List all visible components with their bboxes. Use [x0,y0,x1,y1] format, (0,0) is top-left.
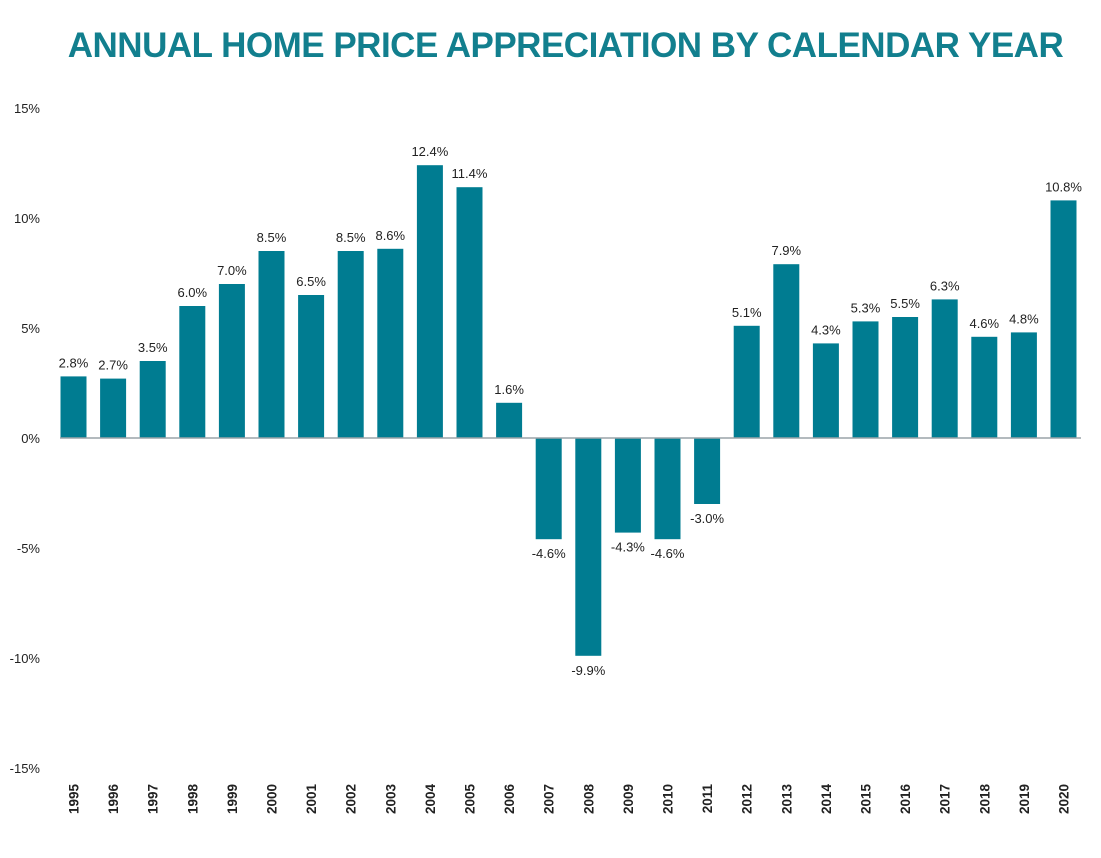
data-label: 6.0% [177,285,207,300]
data-label: -4.6% [532,546,566,561]
x-tick-label: 2007 [542,784,557,814]
x-tick-label: 2017 [938,784,953,814]
data-label: 1.6% [494,382,524,397]
x-tick-label: 2003 [383,784,398,815]
data-label: 7.9% [771,243,801,258]
x-tick-label: 2000 [265,784,280,814]
x-tick-label: 1999 [225,784,240,814]
bar-2006 [496,402,523,438]
x-tick-label: 2011 [700,784,715,814]
x-tick-label: 2004 [423,784,438,815]
data-label: 3.5% [138,340,168,355]
data-label: 10.8% [1045,179,1082,194]
data-label: 6.5% [296,274,326,289]
bar-2012 [733,325,760,438]
x-tick-label: 2015 [859,784,874,815]
bar-2014 [812,343,839,438]
y-tick-label: 5% [21,321,40,336]
bar-2017 [931,299,958,438]
bar-2002 [337,251,364,438]
bar-2007 [535,438,562,540]
data-label: 4.3% [811,322,841,337]
data-label: 2.7% [98,358,128,373]
bar-1995 [60,376,87,438]
bar-2015 [852,321,879,438]
y-tick-label: 10% [14,211,40,226]
y-tick-label: 0% [21,431,40,446]
x-tick-label: 2016 [898,784,913,815]
x-tick-label: 2001 [304,784,319,815]
data-label: 8.5% [336,230,366,245]
bar-2001 [298,295,325,438]
bar-1998 [179,306,206,438]
y-tick-label: 15% [14,101,40,116]
x-tick-label: 2005 [463,784,478,815]
x-tick-label: 2002 [344,784,359,814]
x-tick-label: 2010 [661,784,676,814]
x-tick-label: 1997 [146,784,161,814]
bar-2003 [377,248,404,438]
bar-2005 [456,187,483,438]
x-tick-label: 2014 [819,784,834,815]
bar-series [60,165,1077,656]
bar-2008 [575,438,602,656]
x-tick-label: 2019 [1017,784,1032,814]
bar-2011 [694,438,721,504]
data-label: 12.4% [411,144,448,159]
data-label: 2.8% [59,355,89,370]
data-label: 5.5% [890,296,920,311]
bar-2013 [773,264,800,438]
bar-2020 [1050,200,1077,438]
x-tick-label: 2012 [740,784,755,814]
x-tick-label: 1995 [67,784,82,815]
data-label: -4.6% [651,546,685,561]
data-label: 6.3% [930,278,960,293]
data-label: 8.6% [375,228,405,243]
data-label: 7.0% [217,263,247,278]
x-tick-label: 2018 [977,784,992,815]
bar-1996 [100,378,127,438]
bar-2019 [1010,332,1037,438]
x-tick-label: 1996 [106,784,121,815]
bar-1997 [139,361,166,438]
data-label: -4.3% [611,540,645,555]
x-tick-label: 1998 [185,784,200,815]
x-tick-label: 2006 [502,784,517,815]
x-tick-label: 2009 [621,784,636,814]
data-label: 4.8% [1009,311,1039,326]
data-label: 5.3% [851,300,881,315]
bar-2004 [416,165,443,438]
bar-2010 [654,438,681,540]
x-tick-label: 2020 [1057,784,1072,814]
data-label: -3.0% [690,511,724,526]
y-tick-label: -15% [10,761,41,776]
bar-1999 [218,284,245,438]
data-label: 8.5% [257,230,287,245]
y-axis: 15% 10% 5% 0% -5% -10% -15% [10,101,41,776]
x-tick-label: 2013 [779,784,794,815]
bar-2018 [971,336,998,438]
y-tick-label: -10% [10,651,41,666]
bar-2016 [892,317,919,438]
data-label: 11.4% [452,166,488,181]
data-label: 5.1% [732,305,762,320]
x-tick-label: 2008 [581,784,596,815]
data-label: -9.9% [571,663,605,678]
data-labels: 2.8% 2.7% 3.5% 6.0% 7.0% 8.5% 6.5% 8.5% 8.6% 12.4… [59,144,1083,678]
chart-title: ANNUAL HOME PRICE APPRECIATION BY CALEND… [67,26,1064,65]
y-tick-label: -5% [17,541,41,556]
bar-2009 [614,438,641,533]
bar-2000 [258,251,285,438]
x-axis: 1995 1996 1997 1998 1999 2000 2001 2002 2003 2004… [67,784,1072,815]
data-label: 4.6% [969,316,999,331]
